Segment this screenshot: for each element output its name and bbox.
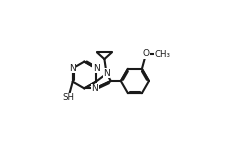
Text: SH: SH [63,93,75,102]
Text: O: O [143,49,149,58]
Text: N: N [103,69,110,78]
Text: N: N [69,64,76,73]
Text: N: N [92,84,98,93]
Text: N: N [93,64,100,73]
Text: CH₃: CH₃ [155,50,170,59]
